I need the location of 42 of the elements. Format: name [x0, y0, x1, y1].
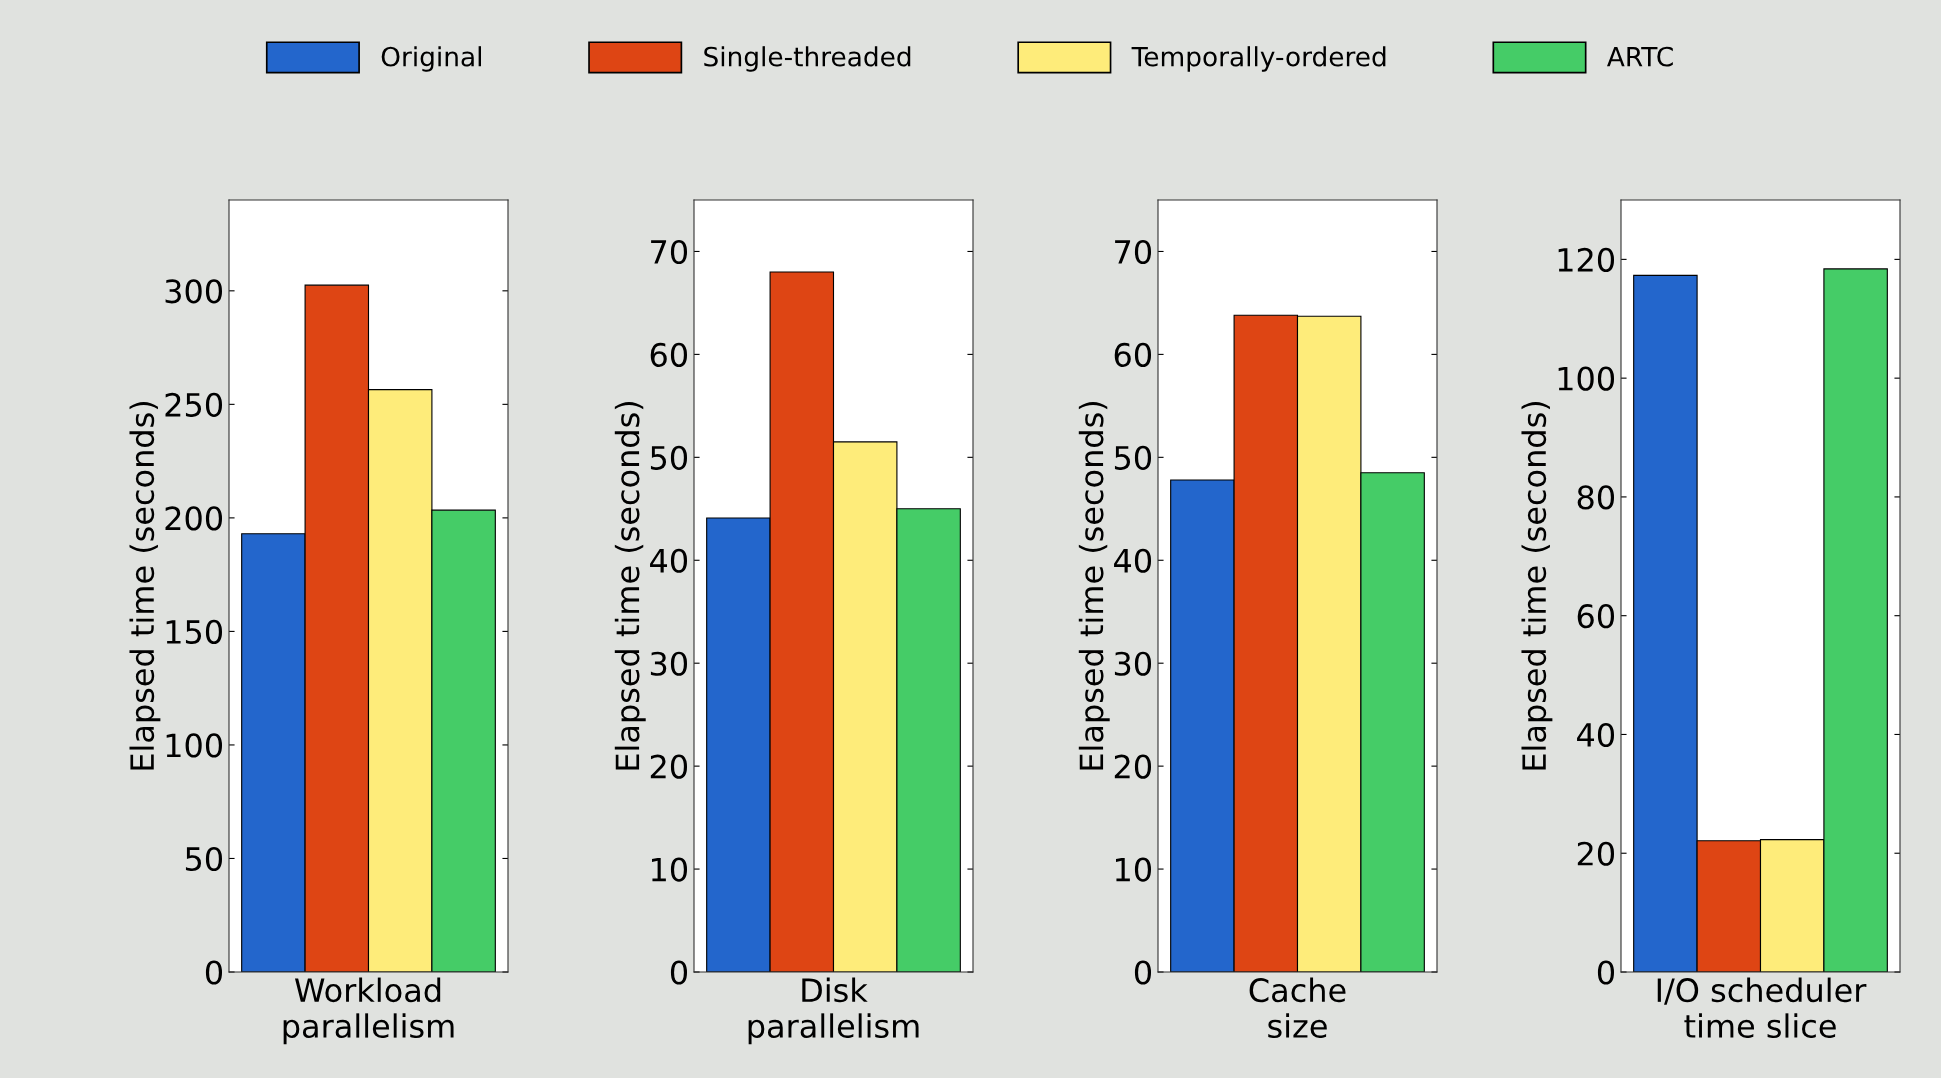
y-tick-label: 0: [205, 960, 223, 985]
y-tick-label: 200: [165, 506, 223, 531]
y-tick-label: 10: [1116, 857, 1152, 882]
y-tick-label: 0: [1597, 960, 1615, 985]
x-tick-label: Cache size: [1249, 977, 1346, 1039]
legend-label: Temporally-ordered: [1131, 46, 1386, 72]
legend-label: Original: [381, 46, 482, 72]
y-tick-label: 120: [1558, 247, 1615, 272]
y-tick-label: 0: [1134, 960, 1152, 985]
y-axis-title: Elapsed time (seconds): [1521, 402, 1553, 770]
y-tick-label: 10: [652, 857, 688, 882]
y-tick-label: 100: [1558, 366, 1615, 391]
y-tick-label: 0: [670, 960, 688, 985]
legend-label: ARTC: [1606, 46, 1673, 67]
y-tick-label: 100: [166, 733, 223, 758]
y-tick-label: 20: [1114, 754, 1152, 779]
y-tick-label: 70: [1115, 239, 1152, 265]
y-tick-label: 70: [651, 239, 688, 265]
y-tick-label: 20: [650, 754, 688, 779]
y-tick-label: 60: [650, 342, 688, 367]
y-tick-label: 300: [165, 279, 223, 304]
y-tick-label: 30: [1114, 651, 1152, 676]
y-tick-label: 40: [1114, 548, 1152, 573]
x-tick-label: I/O scheduler time slice: [1657, 977, 1867, 1039]
y-tick-label: 40: [650, 548, 688, 573]
y-tick-label: 50: [185, 846, 223, 872]
y-tick-label: 20: [1577, 841, 1615, 866]
y-tick-label: 80: [1577, 485, 1615, 510]
x-tick-label: Workload parallelism: [283, 977, 454, 1045]
legend-label: Single-threaded: [704, 46, 911, 72]
y-tick-label: 50: [650, 445, 688, 470]
y-tick-label: 60: [1577, 604, 1615, 629]
x-tick-label: Disk parallelism: [748, 977, 919, 1045]
y-tick-label: 40: [1577, 722, 1615, 748]
y-axis-title: Elapsed time (seconds): [1078, 402, 1110, 770]
y-tick-label: 250: [165, 392, 223, 417]
y-tick-label: 60: [1114, 342, 1152, 367]
y-tick-label: 30: [650, 651, 688, 676]
y-axis-title: Elapsed time (seconds): [129, 402, 161, 770]
y-tick-label: 150: [166, 619, 223, 644]
y-tick-label: 50: [1114, 445, 1152, 470]
y-axis-title: Elapsed time (seconds): [614, 402, 646, 770]
